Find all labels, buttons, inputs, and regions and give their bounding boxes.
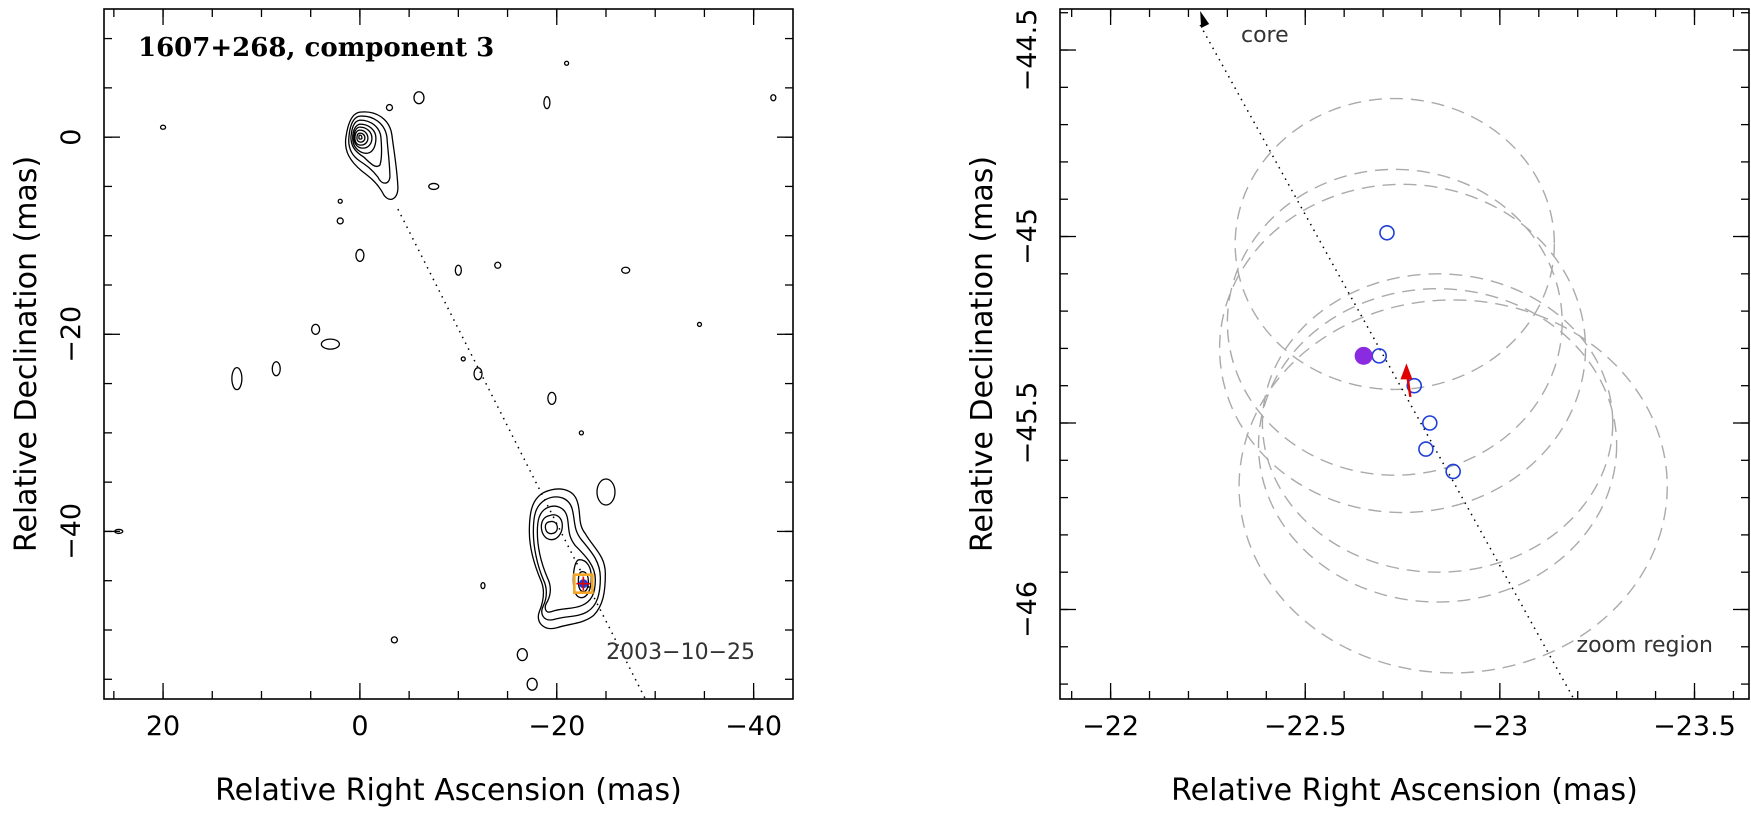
core-contour xyxy=(358,134,363,140)
x-tick-label: −23 xyxy=(1471,711,1528,742)
noise-contour xyxy=(355,248,365,263)
y-tick-label: −40 xyxy=(56,503,87,560)
x-tick-label: 0 xyxy=(351,711,368,742)
reference-point xyxy=(1354,346,1373,365)
noise-contour xyxy=(271,361,281,377)
component-marker-box xyxy=(573,573,594,594)
position-error-ellipse xyxy=(1238,299,1668,674)
y-tick-label: −46 xyxy=(1012,581,1043,638)
y-tick-label: −44.5 xyxy=(1012,9,1043,92)
component3-contour xyxy=(540,514,563,541)
y-tick-label: −45.5 xyxy=(1012,382,1043,465)
x-tick-label: −22.5 xyxy=(1264,711,1347,742)
component-position-circle xyxy=(1406,377,1423,394)
noise-contour xyxy=(336,217,344,225)
position-error-ellipse xyxy=(1261,273,1614,573)
zoom-region-label: zoom region xyxy=(1577,633,1713,658)
component3-contour xyxy=(528,488,606,630)
component-position-circle xyxy=(1379,224,1395,241)
position-error-ellipse xyxy=(1257,288,1618,603)
component-position-circle xyxy=(1371,348,1387,364)
noise-contour xyxy=(526,677,538,691)
component-position-circle xyxy=(1422,415,1438,431)
core-contours xyxy=(344,111,399,200)
x-tick-label: 20 xyxy=(146,711,180,742)
noise-contour xyxy=(480,581,486,590)
map-area xyxy=(114,60,777,699)
noise-contour xyxy=(337,198,343,204)
y-tick-label: 0 xyxy=(56,129,87,146)
left-panel: 20 0 −20 −40 0 −20 −40 Relative Right Ascension… xyxy=(9,8,794,808)
x-axis-label: Relative Right Ascension (mas) xyxy=(1171,773,1638,808)
noise-contour xyxy=(310,323,321,336)
component3-contour xyxy=(572,559,592,599)
x-tick-label: −40 xyxy=(725,711,782,742)
plot-frame xyxy=(1059,8,1750,700)
y-tick-label: −45 xyxy=(1012,208,1043,265)
position-error-ellipse xyxy=(1234,97,1556,391)
core-contour xyxy=(350,119,383,168)
noise-contour xyxy=(231,366,243,391)
core-contour xyxy=(348,115,391,184)
y-tick-label: −20 xyxy=(56,306,87,363)
plot-title: 1607+268, component 3 xyxy=(138,33,494,63)
noise-contour xyxy=(543,95,551,110)
noise-contour xyxy=(516,647,528,662)
core-contour xyxy=(354,129,369,146)
noise-contour xyxy=(114,528,124,535)
y-axis-label: Relative Declination (mas) xyxy=(965,156,1000,552)
noise-contour xyxy=(428,182,440,191)
y-axis-label: Relative Declination (mas) xyxy=(9,156,44,552)
component-position-circle xyxy=(1418,441,1434,457)
noise-contour xyxy=(385,103,394,112)
motion-arrow-head xyxy=(1400,363,1413,380)
x-axis-label: Relative Right Ascension (mas) xyxy=(215,773,682,808)
core-direction-arrow xyxy=(1200,11,1210,28)
noise-contour xyxy=(621,266,631,274)
core-contour xyxy=(344,111,399,200)
component3-contour xyxy=(532,496,601,621)
epoch-label: 2003−10−25 xyxy=(606,640,755,665)
x-tick-label: −22 xyxy=(1082,711,1139,742)
noise-contour xyxy=(596,478,616,506)
jet-axis-line xyxy=(397,208,647,699)
position-error-ellipse xyxy=(1226,168,1563,476)
component3-contours xyxy=(528,488,606,630)
core-contour xyxy=(353,126,373,149)
position-error-ellipse xyxy=(1218,183,1587,514)
jet-axis-line xyxy=(1199,24,1575,699)
component3-contour xyxy=(536,505,596,613)
plot-frame xyxy=(103,8,794,700)
noise-contour xyxy=(563,60,570,66)
noise-contour xyxy=(390,636,399,644)
noise-contour xyxy=(460,356,466,362)
noise-contour xyxy=(473,367,483,381)
core-contour xyxy=(356,132,366,143)
right-panel: −22 −22.5 −23 −23.5 −44.5 −45 −45.5 −46 Relative… xyxy=(965,8,1750,808)
noise-contour xyxy=(696,321,703,328)
component3-contour xyxy=(544,520,558,535)
x-tick-label: −23.5 xyxy=(1653,711,1736,742)
core-contour xyxy=(352,123,377,154)
noise-contour xyxy=(494,261,502,269)
noise-contour xyxy=(320,338,341,350)
x-tick-label: −20 xyxy=(528,711,585,742)
noise-contour xyxy=(159,124,167,130)
noise-contour xyxy=(770,94,777,102)
core-label: core xyxy=(1241,23,1289,48)
noise-contour xyxy=(578,430,585,436)
component-position-circle xyxy=(1445,463,1461,480)
noise-contour xyxy=(547,391,557,406)
zoom-area xyxy=(1199,11,1668,699)
noise-contour xyxy=(413,91,425,105)
noise-contour xyxy=(454,264,462,276)
